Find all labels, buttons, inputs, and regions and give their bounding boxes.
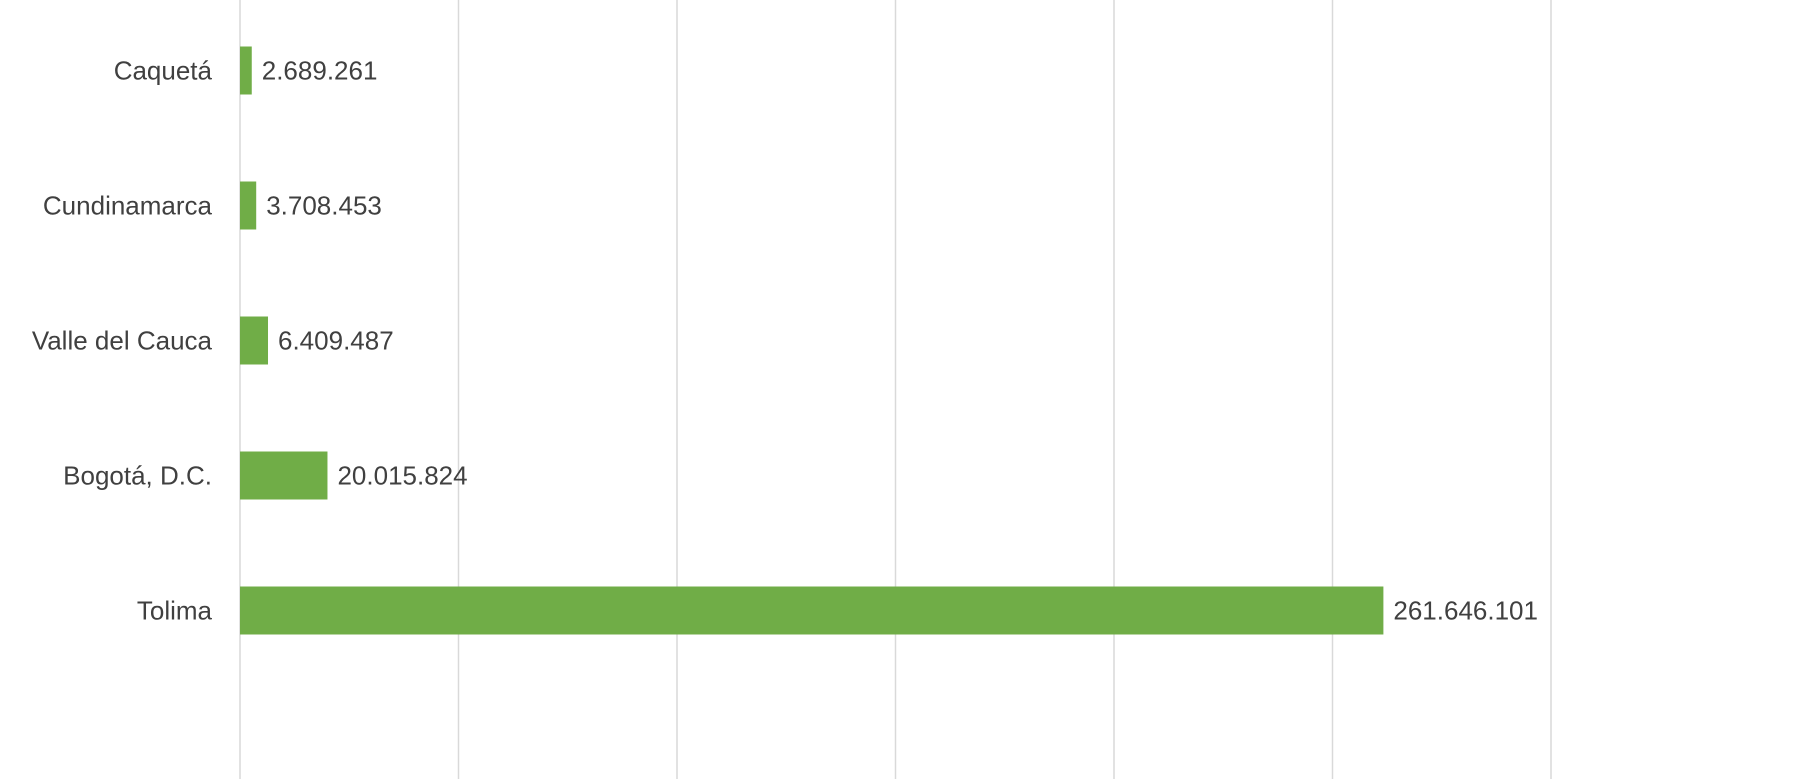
bar (240, 317, 268, 365)
data-label: 6.409.487 (278, 325, 394, 355)
y-tick-label: Tolima (137, 595, 213, 625)
y-tick-label: Caquetá (114, 55, 213, 85)
data-label: 20.015.824 (337, 460, 467, 490)
data-label: 261.646.101 (1393, 595, 1538, 625)
bar (240, 452, 327, 500)
bar (240, 47, 252, 95)
data-label: 3.708.453 (266, 190, 382, 220)
data-label: 2.689.261 (262, 55, 378, 85)
y-tick-label: Valle del Cauca (32, 325, 213, 355)
y-tick-label: Bogotá, D.C. (63, 460, 212, 490)
bar (240, 587, 1383, 635)
y-tick-label: Cundinamarca (43, 190, 213, 220)
bar (240, 182, 256, 230)
chart: Caquetá 2.689.261 Cundinamarca 3.708.453 Val… (0, 0, 1808, 779)
